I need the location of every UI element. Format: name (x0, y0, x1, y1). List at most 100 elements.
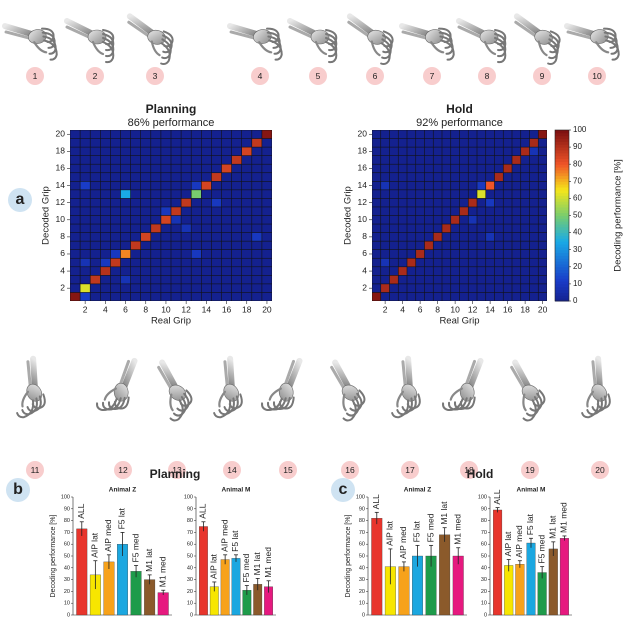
heatmap-cell (477, 284, 486, 293)
forearm-bone (64, 18, 94, 36)
heatmap-cell (451, 155, 460, 164)
heatmap-cell (110, 190, 121, 199)
heatmap-cell (80, 275, 90, 284)
heatmap-cell (521, 215, 530, 224)
heatmap-cell (529, 173, 538, 181)
heatmap-cell (416, 224, 425, 233)
heatmap-cell (459, 130, 468, 139)
heatmap-cell (262, 130, 272, 139)
forearm-bone (121, 357, 138, 389)
heatmap-cell (477, 130, 486, 139)
heatmap-cell (503, 284, 512, 293)
heatmap-cell (130, 241, 141, 250)
heatmap-cell (100, 258, 111, 267)
heatmap-cell (521, 190, 530, 199)
heatmap-cell (477, 232, 486, 241)
heatmap-cell (468, 224, 477, 233)
forearm-bone (127, 20, 153, 39)
heatmap-cell (221, 138, 232, 147)
heatmap-cell (100, 164, 111, 173)
heatmap-cell (503, 190, 512, 199)
heatmap-cell (211, 215, 222, 224)
heatmap-cell (512, 147, 521, 156)
colorbar-segment (555, 275, 569, 279)
heatmap-cell (90, 215, 100, 224)
heatmap-cell (512, 258, 521, 267)
finger (440, 39, 455, 61)
heatmap-cell (141, 198, 151, 207)
heatmap-cell (231, 267, 242, 276)
heatmap-cell (90, 190, 100, 199)
heatmap-cell (451, 284, 460, 293)
heatmap-cell (110, 173, 121, 181)
heatmap-cell (161, 130, 171, 139)
palm (401, 383, 418, 402)
y-tick-label: 60 (187, 542, 193, 548)
y-tick-label: 8 (60, 231, 65, 241)
heatmap-cell (486, 267, 495, 276)
y-tick-label: 90 (64, 506, 70, 512)
colorbar-segment (555, 206, 569, 211)
heatmap-cell (120, 190, 131, 199)
heatmap-cell (442, 164, 451, 173)
heatmap-cell (389, 250, 398, 258)
heatmap-cell (211, 258, 222, 267)
heatmap-cell (130, 207, 141, 216)
heatmap-cell (141, 241, 151, 250)
heatmap-cell (416, 207, 425, 216)
heatmap-cell (433, 164, 442, 173)
bar (76, 528, 88, 616)
heatmap-cell (90, 275, 100, 284)
heatmap-cell (372, 275, 381, 284)
colorbar-segment (555, 184, 569, 188)
grip-number: 2 (93, 71, 98, 81)
heatmap-cell (110, 284, 121, 293)
heatmap-cell (424, 284, 433, 293)
heatmap-cell (90, 292, 100, 301)
grip-number: 18 (464, 465, 474, 475)
heatmap-cell (191, 215, 201, 224)
heatmap-cell (477, 258, 486, 267)
heatmap-cell (486, 181, 495, 190)
heatmap-cell (407, 207, 416, 216)
y-tick-label: 40 (64, 565, 70, 571)
grip-badge (223, 461, 241, 479)
heatmap-cell (80, 241, 90, 250)
panel-badge (8, 188, 32, 212)
heatmap-cell (416, 198, 425, 207)
heatmap-cell (433, 241, 442, 250)
heatmap-cell (381, 284, 390, 293)
colorbar-segment (555, 246, 569, 251)
y-tick-label: 100 (478, 494, 487, 500)
heatmap-cell (211, 275, 222, 284)
heatmap-cell (459, 275, 468, 284)
heatmap-cell (521, 181, 530, 190)
heatmap-cell (80, 215, 90, 224)
heatmap-cell (70, 267, 80, 276)
bar (130, 571, 142, 616)
y-axis-label: Decoded Grip (41, 186, 52, 245)
x-tick-label: 6 (123, 304, 128, 314)
heatmap-cell (381, 215, 390, 224)
y-tick-label: 70 (481, 530, 487, 536)
heatmap-cell (262, 173, 272, 181)
heatmap-cell (389, 173, 398, 181)
y-tick-label: 30 (481, 577, 487, 583)
heatmap-cell (201, 207, 212, 216)
heatmap-cell (468, 190, 477, 199)
heatmap-cell (459, 207, 468, 216)
heatmap-cell (181, 275, 191, 284)
bar-category-label: AIP lat (90, 532, 100, 558)
heatmap-cell (252, 147, 262, 156)
heatmap-cell (529, 207, 538, 216)
heatmap-cell (252, 275, 262, 284)
y-tick-label: 70 (64, 530, 70, 536)
heatmap-cell (70, 224, 80, 233)
heatmap-cell (151, 130, 161, 139)
heatmap-cell (494, 130, 503, 139)
heatmap-cell (211, 232, 222, 241)
heatmap-cell (424, 292, 433, 301)
heatmap-cell (70, 130, 80, 139)
heatmap-cell (372, 138, 381, 147)
